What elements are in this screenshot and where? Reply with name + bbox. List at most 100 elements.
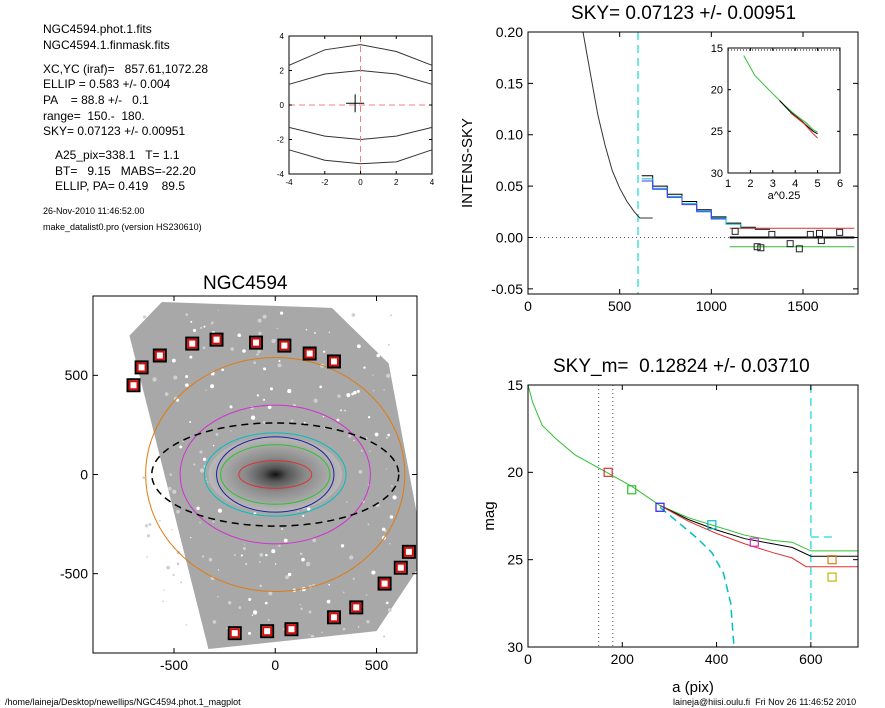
- sky-box-marker-inner: [136, 362, 147, 373]
- contour-ytick-label: 2: [280, 66, 285, 75]
- galaxy-speckle: [322, 415, 325, 418]
- galaxy-speckle: [189, 420, 192, 423]
- galaxy-speckle: [160, 583, 163, 586]
- galaxy-speckle: [217, 309, 219, 311]
- galaxy-speckle: [363, 366, 366, 369]
- galaxy-speckle: [171, 528, 173, 531]
- map-ytick-label: 500: [65, 367, 89, 383]
- galaxy-speckle: [310, 634, 314, 638]
- mag-frame: [527, 384, 859, 648]
- galaxy-speckle: [287, 572, 292, 577]
- galaxy-speckle: [337, 394, 341, 398]
- galaxy-speckle: [263, 367, 267, 371]
- galaxy-speckle: [253, 361, 257, 365]
- sky-box-marker-inner: [403, 546, 414, 557]
- galaxy-speckle: [199, 468, 205, 473]
- galaxy-speckle: [201, 555, 205, 558]
- a25-value: A25_pix=338.1 T= 1.1: [55, 148, 180, 162]
- galaxy-speckle: [326, 599, 331, 604]
- galaxy-speckle: [243, 543, 245, 545]
- galaxy-speckle: [203, 325, 206, 328]
- file-name-phot: NGC4594.phot.1.fits: [43, 22, 152, 36]
- sky-box-marker-inner: [128, 380, 139, 391]
- galaxy-speckle: [176, 562, 180, 566]
- galaxy-speckle: [216, 595, 219, 598]
- galaxy-speckle: [365, 437, 368, 440]
- mag-plot-area: [528, 385, 858, 647]
- galaxy-speckle: [262, 314, 267, 319]
- sky-residual-square: [786, 240, 794, 248]
- inset-xtick-label: 6: [837, 178, 843, 190]
- galaxy-speckle: [248, 631, 252, 635]
- galaxy-speckle: [267, 405, 272, 410]
- galaxy-speckle: [387, 343, 390, 346]
- galaxy-speckle: [211, 321, 214, 325]
- galaxy-speckle: [367, 523, 370, 526]
- galaxy-speckle: [328, 583, 330, 586]
- program-name: make_datalist0.pro (version HS230610): [43, 222, 202, 232]
- galaxy-speckle: [371, 570, 376, 575]
- sky-xtick-label: 1000: [696, 298, 727, 314]
- inset-xlabel: a^0.25: [768, 190, 801, 202]
- galaxy-speckle: [257, 350, 261, 354]
- galaxy-speckle: [278, 544, 281, 547]
- galaxy-speckle: [389, 314, 392, 317]
- ellipticity: ELLIP = 0.583 +/- 0.004: [43, 77, 171, 91]
- galaxy-speckle: [353, 390, 357, 395]
- sky-ylabel: INTENS-SKY: [459, 118, 476, 208]
- inset-ytick-label: 30: [711, 168, 723, 180]
- galaxy-speckle: [173, 375, 178, 380]
- galaxy-speckle: [264, 601, 268, 605]
- sky-plot-title: SKY= 0.07123 +/- 0.00951: [571, 3, 797, 24]
- galaxy-speckle: [367, 416, 371, 419]
- mag-marker-square: [707, 520, 717, 530]
- sky-ytick-label: 0.00: [496, 229, 523, 245]
- mag-series-line: [659, 505, 858, 557]
- sky-box-marker-inner: [351, 602, 362, 613]
- galaxy-speckle: [268, 591, 273, 596]
- galaxy-speckle: [156, 551, 160, 555]
- galaxy-speckle: [355, 323, 358, 327]
- sky-box-marker-inner: [229, 628, 240, 639]
- galaxy-speckle: [312, 538, 317, 543]
- galaxy-speckle: [278, 360, 281, 363]
- galaxy-speckle: [372, 389, 375, 392]
- sky-ytick-label: 0.10: [496, 127, 523, 143]
- isophote-ellipse: [150, 422, 400, 527]
- galaxy-speckle: [387, 608, 392, 612]
- galaxy-speckle: [271, 338, 276, 344]
- sky-box-marker-inner: [379, 578, 390, 589]
- mag-marker-square: [603, 467, 613, 477]
- galaxy-speckle: [238, 606, 242, 609]
- galaxy-speckle: [212, 520, 215, 523]
- sky-box-marker-inner: [304, 348, 315, 359]
- isophote-ellipse: [179, 404, 371, 545]
- galaxy-speckle: [346, 393, 351, 398]
- galaxy-speckle: [237, 333, 242, 338]
- galaxy-speckle: [390, 634, 393, 637]
- galaxy-speckle: [356, 344, 361, 349]
- mag-marker-square: [827, 572, 837, 582]
- galaxy-speckle: [285, 575, 289, 580]
- galaxy-speckle: [308, 633, 310, 636]
- mag-xtick-label: 600: [799, 651, 823, 667]
- galaxy-speckle: [147, 525, 150, 527]
- galaxy-speckle: [366, 325, 370, 329]
- contour-ytick-label: -4: [277, 170, 285, 179]
- inset-ytick-label: 15: [711, 43, 723, 55]
- galaxy-speckle: [336, 418, 340, 422]
- galaxy-speckle: [167, 486, 172, 491]
- inset-series-line: [790, 112, 818, 139]
- sky-plot-area: [528, 32, 855, 294]
- galaxy-speckle: [177, 538, 181, 542]
- mag-series-line: [659, 505, 858, 568]
- galaxy-speckle: [202, 346, 206, 350]
- galaxy-speckle: [342, 591, 345, 594]
- galaxy-speckle: [221, 368, 225, 372]
- galaxy-speckle: [200, 326, 203, 330]
- sky-xtick-label: 500: [608, 298, 632, 314]
- inset-xtick-label: 1: [725, 178, 731, 190]
- sky-ytick-label: 0.15: [496, 75, 523, 91]
- galaxy-speckle: [212, 444, 215, 447]
- map-ytick-label: 0: [80, 466, 88, 482]
